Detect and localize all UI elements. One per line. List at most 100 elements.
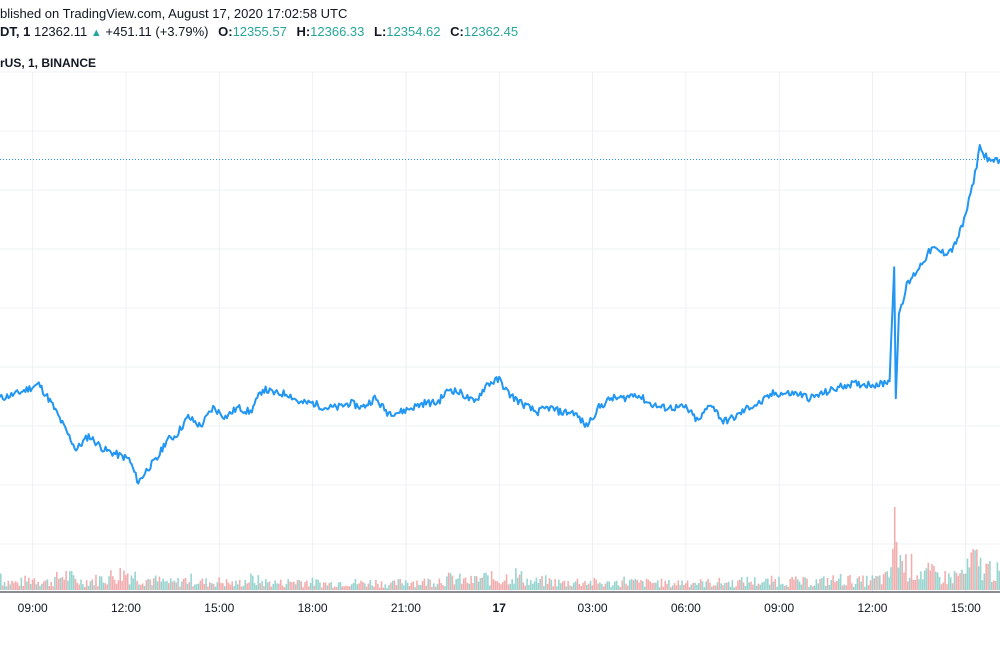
volume-bar xyxy=(944,571,946,590)
volume-bar xyxy=(787,586,790,590)
volume-bar xyxy=(117,580,120,590)
volume-bar xyxy=(897,567,900,590)
volume-bar xyxy=(110,570,112,590)
volume-bar xyxy=(899,555,902,590)
volume-bar xyxy=(720,583,722,590)
volume-bar xyxy=(343,586,345,590)
volume-bar xyxy=(223,586,226,590)
volume-bar xyxy=(929,570,931,590)
volume-bar xyxy=(559,583,562,590)
x-tick-label: 18:00 xyxy=(298,601,328,615)
volume-bar xyxy=(167,583,170,590)
volume-bar xyxy=(67,580,69,590)
volume-bar xyxy=(11,580,13,590)
volume-bar xyxy=(808,587,810,590)
volume-bar xyxy=(229,584,232,590)
volume-bar xyxy=(334,586,336,590)
volume-bar xyxy=(589,580,592,590)
volume-bar xyxy=(87,585,90,590)
volume-bar xyxy=(242,585,245,590)
volume-bar xyxy=(268,581,271,590)
volume-bar xyxy=(962,573,965,590)
volume-bar xyxy=(753,577,756,590)
volume-bar xyxy=(507,584,510,590)
volume-bar xyxy=(403,585,405,590)
volume-bar xyxy=(132,578,135,590)
volume-bar xyxy=(837,578,840,590)
volume-bar xyxy=(910,553,913,590)
volume-bar xyxy=(162,578,164,590)
volume-bar xyxy=(815,579,818,590)
volume-bar xyxy=(796,579,799,590)
volume-bar xyxy=(95,574,97,590)
volume-bar xyxy=(54,577,56,590)
volume-bar xyxy=(382,587,385,590)
volume-bar xyxy=(505,574,508,590)
volume-bar xyxy=(772,581,775,590)
volume-bar xyxy=(209,582,211,590)
volume-bar xyxy=(651,583,653,590)
volume-bar xyxy=(50,581,52,590)
volume-bar xyxy=(322,582,325,590)
volume-bar xyxy=(537,582,540,590)
volume-bar xyxy=(789,578,792,590)
volume-bar xyxy=(76,582,79,590)
volume-bar xyxy=(246,583,248,590)
volume-bar xyxy=(154,575,157,590)
volume-bar xyxy=(739,579,741,590)
volume-bar xyxy=(27,577,30,590)
volume-bar xyxy=(298,580,301,590)
volume-bar xyxy=(365,586,368,590)
volume-bar xyxy=(964,573,967,590)
volume-bar xyxy=(93,585,95,590)
volume-bar xyxy=(272,583,275,590)
volume-bar xyxy=(309,582,312,590)
volume-bar xyxy=(283,587,286,590)
volume-bar xyxy=(16,582,19,590)
volume-bar xyxy=(795,576,797,590)
volume-bar xyxy=(274,580,276,590)
volume-bar xyxy=(293,581,295,590)
volume-bar xyxy=(134,571,136,590)
volume-bar xyxy=(615,580,618,590)
volume-bar xyxy=(184,577,187,590)
volume-bar xyxy=(468,583,471,590)
volume-bar xyxy=(55,571,58,590)
volume-bar xyxy=(634,578,637,590)
volume-bars xyxy=(0,506,1000,590)
volume-bar xyxy=(455,579,457,590)
x-tick-label: 09:00 xyxy=(764,601,794,615)
volume-bar xyxy=(460,583,463,590)
volume-bar xyxy=(97,586,99,590)
volume-bar xyxy=(296,580,299,590)
volume-bar xyxy=(977,566,980,590)
volume-bar xyxy=(653,582,655,590)
volume-bar xyxy=(552,586,555,590)
volume-bar xyxy=(281,585,284,590)
volume-bar xyxy=(391,580,394,590)
volume-bar xyxy=(774,578,777,590)
series-legend: rUS, 1, BINANCE xyxy=(0,56,97,70)
volume-bar xyxy=(57,578,60,590)
volume-bar xyxy=(78,584,80,590)
volume-bar xyxy=(905,554,907,590)
volume-bar xyxy=(390,582,392,590)
volume-bar xyxy=(582,583,584,590)
volume-bar xyxy=(18,585,21,590)
volume-bar xyxy=(729,586,732,590)
volume-bar xyxy=(851,583,853,590)
volume-bar xyxy=(179,586,181,590)
volume-bar xyxy=(888,577,890,590)
volume-bar xyxy=(673,583,676,590)
volume-bar xyxy=(5,586,8,590)
volume-bar xyxy=(335,587,338,590)
volume-bar xyxy=(263,585,265,590)
volume-bar xyxy=(248,582,250,590)
volume-bar xyxy=(46,579,49,590)
symbol-label: DT, 1 xyxy=(0,24,31,39)
volume-bar xyxy=(593,577,596,590)
volume-bar xyxy=(138,584,140,590)
volume-bar xyxy=(1,585,4,590)
volume-bar xyxy=(362,581,364,590)
